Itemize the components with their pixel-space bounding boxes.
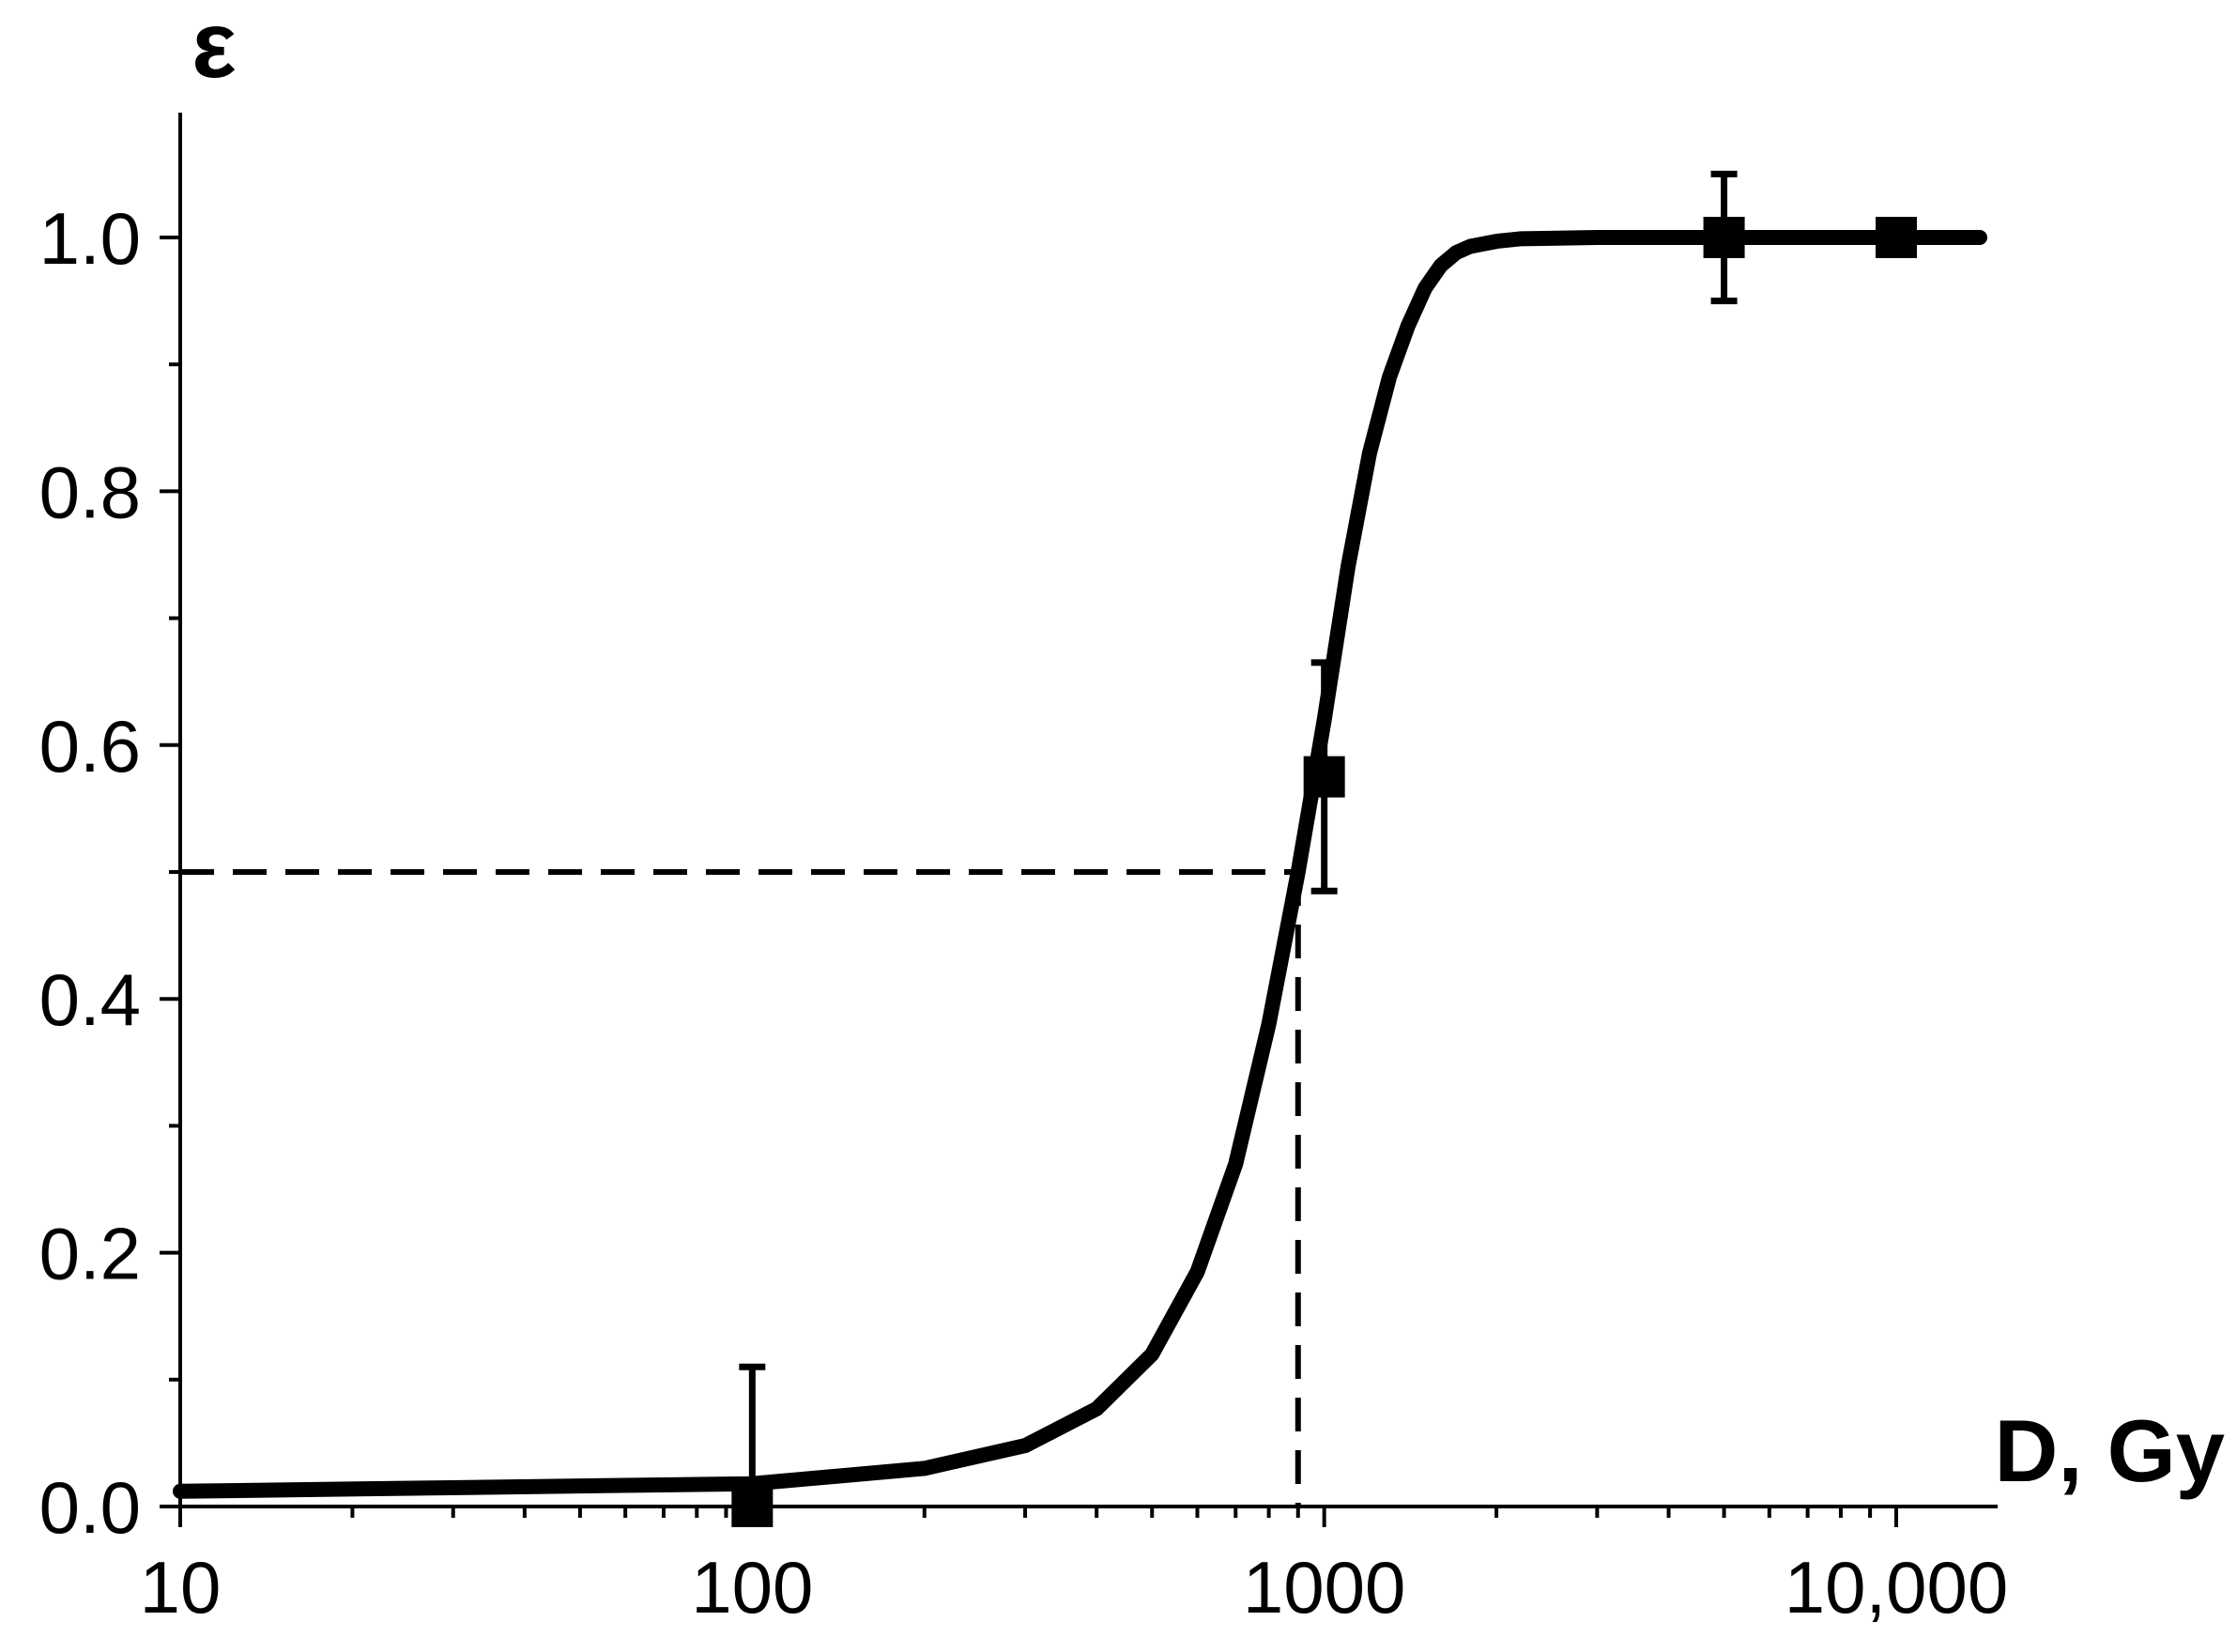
- fit-curve-layer: [173, 230, 1987, 1499]
- x-tick-label: 1000: [1243, 1546, 1406, 1629]
- data-point: [1303, 756, 1345, 798]
- x-tick-label: 10,000: [1785, 1546, 2009, 1629]
- x-axis-label: D, Gy: [1994, 1401, 2225, 1500]
- y-tick-label: 1.0: [39, 197, 141, 280]
- data-points-layer: [731, 170, 1917, 1527]
- x-tick-label: 10: [140, 1546, 222, 1629]
- x-tick-label: 100: [691, 1546, 813, 1629]
- y-axis-label: ε: [192, 0, 236, 98]
- fit-curve: [173, 230, 1987, 1499]
- tick-labels: 0.0 0.2 0.4 0.6 0.8 1.0 10 100 1000 10,000: [39, 197, 2009, 1629]
- data-point: [1876, 217, 1917, 258]
- y-tick-label: 0.6: [39, 705, 141, 788]
- y-tick-label: 0.4: [39, 958, 141, 1041]
- y-tick-label: 0.0: [39, 1466, 141, 1549]
- reference-lines: [180, 869, 1301, 1507]
- axes: [160, 113, 1998, 1527]
- y-tick-label: 0.2: [39, 1213, 141, 1295]
- y-tick-label: 0.8: [39, 451, 141, 533]
- data-point: [1703, 217, 1745, 258]
